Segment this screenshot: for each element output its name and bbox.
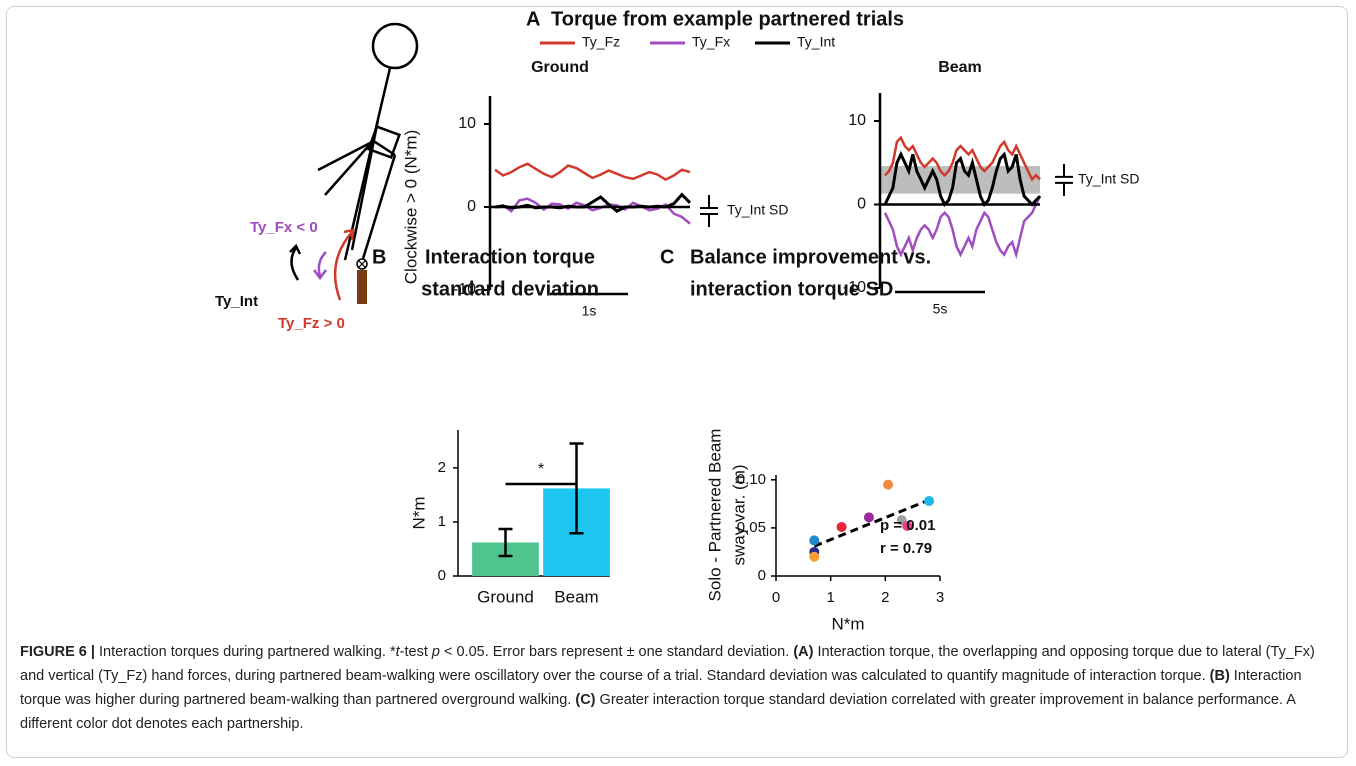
error-bar	[498, 527, 513, 558]
y-axis-label: Clockwise > 0 (N*m)	[401, 130, 420, 284]
error-bar	[569, 442, 584, 535]
chart-title: Ground	[531, 59, 589, 76]
caption-panel-ref: (B)	[1209, 668, 1230, 684]
legend-label: Ty_Fx	[692, 34, 730, 50]
trace	[494, 192, 692, 213]
y-tick-label: 0.05	[737, 519, 766, 536]
panel-title: Balance improvement vs.	[690, 246, 931, 268]
legend-label: Ty_Int	[797, 34, 835, 50]
x-axis-label: N*m	[831, 614, 864, 633]
diagram-label: Ty_Int	[215, 293, 258, 310]
panel-letter: A	[526, 8, 540, 30]
trace	[883, 150, 1042, 208]
sd-band	[880, 166, 1040, 194]
torque-arrows	[289, 228, 355, 301]
scatter-point	[809, 551, 820, 562]
significance-label: *	[538, 461, 544, 478]
trace	[883, 195, 1042, 260]
scatter-point	[924, 495, 935, 506]
y-axis-label: N*m	[409, 496, 428, 529]
scale-bar-label: 1s	[582, 303, 597, 319]
y-tick-label: 2	[438, 459, 446, 476]
x-tick-label: 2	[881, 589, 889, 606]
sd-bracket	[700, 195, 718, 227]
caption-text: < 0.05. Error bars represent ± one stand…	[439, 644, 794, 660]
sd-label: Ty_Int SD	[1078, 171, 1139, 187]
y-tick-label: 0	[467, 198, 476, 215]
caption-panel-ref: (A)	[793, 644, 814, 660]
y-tick-label: 10	[458, 115, 476, 132]
caption-text: -test	[399, 644, 432, 660]
handle	[356, 258, 368, 304]
annotation: r = 0.79	[880, 540, 932, 557]
y-tick-label: -10	[453, 281, 476, 298]
caption-text: Interaction torque, the overlapping and …	[20, 644, 1315, 684]
legend-label: Ty_Fz	[582, 34, 620, 50]
caption-text: Greater interaction torque standard devi…	[20, 692, 1296, 732]
scatter-point	[902, 520, 913, 531]
trend-line	[813, 498, 930, 548]
scatter-point	[836, 521, 847, 532]
x-tick-label: 3	[936, 589, 944, 606]
sd-bracket	[1055, 163, 1073, 196]
caption-text: t	[395, 644, 400, 660]
caption-text: p	[431, 644, 440, 660]
x-tick-label: 1	[826, 589, 834, 606]
caption-text: Interaction torques during partnered wal…	[94, 644, 396, 660]
panel-title: interaction torque SD	[690, 278, 893, 300]
y-tick-label: 0	[438, 567, 446, 584]
scatter-point	[863, 512, 874, 523]
stick-figure	[317, 22, 419, 263]
chart-title: Beam	[938, 59, 982, 76]
sd-label: Ty_Int SD	[727, 202, 788, 218]
trace	[494, 162, 691, 182]
caption-text: Interaction torque was higher during par…	[20, 668, 1302, 708]
panel-letter: B	[372, 246, 386, 268]
caption-panel-ref: (C)	[575, 692, 596, 708]
panel-title: Torque from example partnered trials	[551, 8, 904, 30]
figure: Ty_Fx < 0 Ty_Int Ty_Fz > 0 A Torque from…	[215, 8, 1139, 633]
x-tick-label: Ground	[477, 587, 534, 606]
trace	[494, 197, 691, 225]
y-axis-label: Solo - Partnered Beam	[705, 429, 724, 602]
y-tick-label: 1	[438, 513, 446, 530]
scatter-point	[883, 479, 894, 490]
panel-title: standard deviation	[421, 278, 599, 300]
diagram-label: Ty_Fx < 0	[250, 219, 318, 236]
y-tick-label: 0.10	[737, 471, 766, 488]
scale-bar-label: 5s	[933, 301, 948, 317]
annotation: p = 0.01	[880, 517, 935, 534]
scatter-point	[809, 535, 820, 546]
panel-letter: C	[660, 246, 674, 268]
diagram-label: Ty_Fz > 0	[278, 315, 345, 332]
caption-label: FIGURE 6 |	[20, 644, 95, 660]
panel-title: Interaction torque	[425, 246, 595, 268]
figure-frame	[6, 6, 1348, 758]
x-tick-label: 0	[772, 589, 780, 606]
x-tick-label: Beam	[554, 587, 598, 606]
y-axis-label: sway var. (m)	[729, 464, 748, 565]
y-tick-label: -10	[843, 279, 866, 296]
caption: FIGURE 6 | Interaction torques during pa…	[20, 640, 1338, 736]
y-tick-label: 0	[758, 567, 766, 584]
y-tick-label: 0	[857, 196, 866, 213]
y-tick-label: 10	[848, 112, 866, 129]
trace	[884, 135, 1041, 182]
